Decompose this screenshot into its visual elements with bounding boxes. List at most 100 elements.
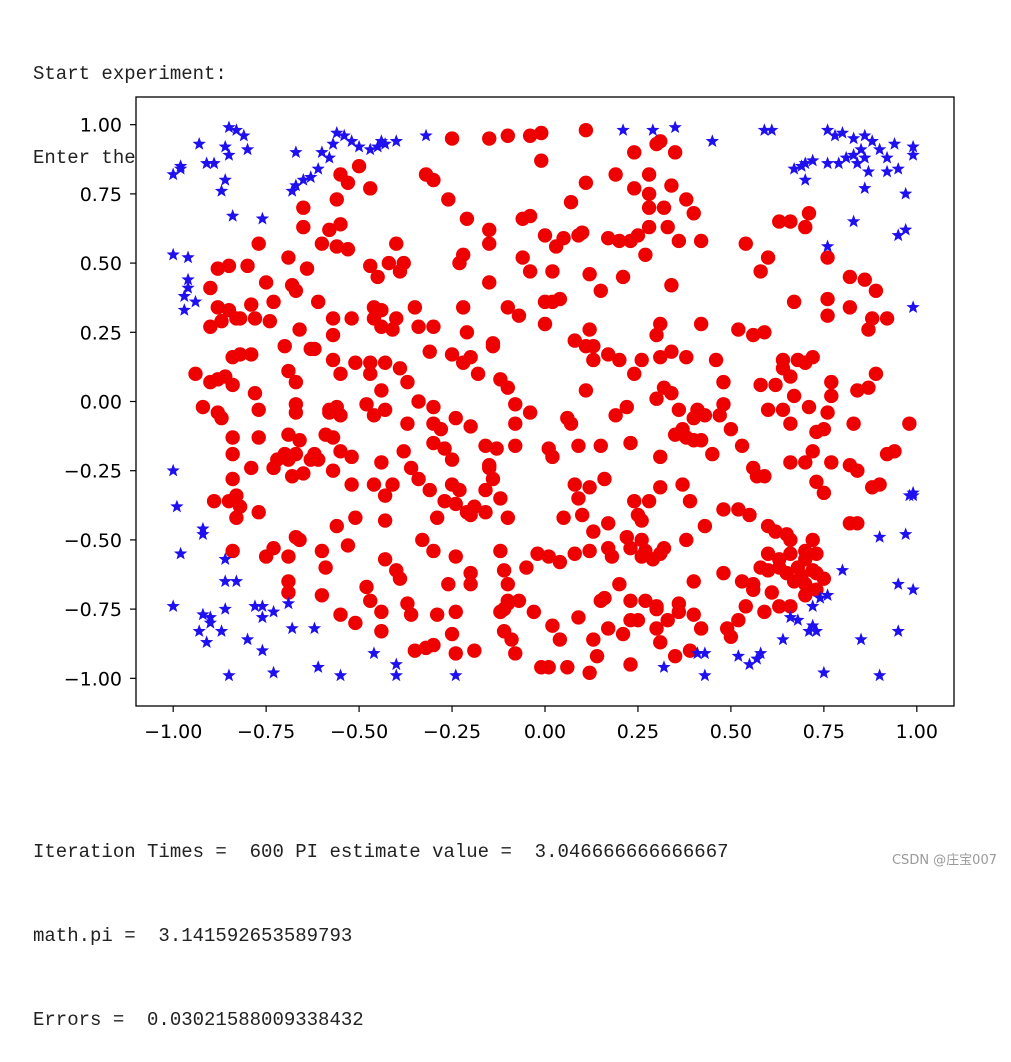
inside-point-circle: [615, 626, 631, 642]
inside-point-circle: [284, 278, 300, 293]
inside-point-circle: [798, 455, 813, 470]
inside-point-circle: [623, 435, 638, 451]
inside-point-circle: [489, 441, 504, 456]
inside-point-circle: [667, 145, 683, 160]
points-layer: [166, 120, 920, 682]
inside-point-circle: [225, 430, 240, 445]
inside-point-circle: [816, 485, 832, 501]
inside-point-circle: [667, 427, 683, 442]
inside-point-circle: [377, 488, 393, 503]
inside-point-circle: [612, 233, 627, 249]
inside-point-circle: [697, 408, 713, 423]
inside-point-circle: [597, 471, 612, 487]
inside-point-circle: [288, 374, 304, 390]
inside-point-circle: [325, 352, 341, 368]
inside-point-circle: [277, 338, 292, 354]
inside-point-circle: [511, 308, 527, 323]
outside-point-star: [218, 552, 232, 565]
inside-point-circle: [359, 579, 374, 595]
inside-point-circle: [567, 477, 582, 492]
inside-point-circle: [801, 399, 817, 415]
inside-point-circle: [363, 355, 378, 370]
inside-point-circle: [783, 455, 798, 470]
inside-point-circle: [627, 493, 642, 509]
inside-point-circle: [746, 327, 761, 343]
inside-point-circle: [526, 604, 542, 620]
inside-point-circle: [522, 208, 538, 224]
inside-point-circle: [641, 186, 657, 202]
outside-point-star: [646, 123, 660, 136]
inside-point-circle: [582, 322, 597, 337]
inside-point-circle: [251, 402, 266, 417]
outside-point-star: [828, 128, 842, 142]
inside-point-circle: [627, 366, 642, 382]
inside-point-circle: [244, 460, 259, 476]
inside-point-circle: [749, 469, 765, 484]
inside-point-circle: [627, 181, 642, 196]
inside-point-circle: [281, 363, 296, 379]
inside-point-circle: [638, 593, 653, 609]
outside-point-star: [218, 574, 232, 588]
inside-point-circle: [820, 308, 835, 323]
inside-point-circle: [225, 377, 240, 393]
inside-point-circle: [623, 541, 638, 556]
inside-point-circle: [545, 449, 560, 465]
outside-point-star: [742, 657, 757, 671]
inside-point-circle: [508, 438, 523, 453]
inside-point-circle: [653, 350, 668, 365]
inside-point-circle: [225, 446, 240, 462]
x-tick-label: −1.00: [144, 721, 202, 743]
outside-point-star: [315, 145, 329, 159]
inside-point-circle: [753, 377, 768, 393]
outside-point-star: [809, 624, 824, 637]
inside-point-circle: [493, 543, 508, 559]
inside-point-circle: [664, 386, 679, 401]
outside-point-star: [813, 591, 827, 604]
inside-point-circle: [601, 230, 616, 246]
outside-point-star: [367, 646, 381, 660]
outside-point-star: [285, 184, 299, 197]
inside-point-circle: [552, 632, 568, 647]
inside-point-circle: [433, 421, 449, 437]
outside-point-star: [791, 613, 805, 626]
outside-point-star: [899, 527, 913, 541]
outside-point-star: [891, 624, 905, 637]
inside-point-circle: [716, 397, 731, 412]
inside-point-circle: [716, 565, 731, 581]
y-axis: 1.00 0.75 0.50 0.25 0.00 −0.25 −0.50 −0.75 −1.00: [64, 115, 136, 690]
inside-point-circle: [578, 123, 594, 138]
inside-point-circle: [444, 626, 460, 642]
inside-point-circle: [377, 355, 393, 370]
x-tick-label: 0.50: [710, 721, 752, 743]
inside-point-circle: [783, 532, 798, 548]
inside-point-circle: [850, 383, 865, 398]
inside-point-circle: [333, 607, 348, 622]
outside-point-star: [705, 134, 719, 147]
outside-point-star: [177, 289, 191, 302]
inside-point-circle: [329, 192, 344, 207]
inside-point-circle: [448, 410, 463, 426]
outside-point-star: [166, 167, 180, 181]
inside-point-circle: [281, 585, 296, 600]
outside-point-star: [690, 646, 705, 660]
inside-point-circle: [292, 433, 307, 448]
inside-point-circle: [407, 300, 423, 315]
inside-point-circle: [608, 408, 623, 423]
inside-point-circle: [214, 410, 229, 426]
inside-point-circle: [623, 593, 638, 609]
outside-point-star: [173, 546, 188, 560]
inside-point-circle: [511, 593, 527, 609]
inside-point-circle: [437, 493, 452, 509]
inside-point-circle: [292, 322, 307, 337]
inside-point-circle: [731, 502, 746, 517]
inside-point-circle: [708, 352, 724, 368]
inside-point-circle: [221, 258, 237, 274]
inside-point-circle: [348, 355, 363, 370]
inside-point-circle: [738, 236, 753, 251]
inside-point-circle: [586, 524, 601, 539]
inside-point-circle: [809, 424, 824, 440]
inside-point-circle: [422, 482, 437, 498]
inside-point-circle: [400, 596, 415, 611]
inside-point-circle: [522, 405, 538, 420]
inside-point-circle: [682, 643, 698, 658]
